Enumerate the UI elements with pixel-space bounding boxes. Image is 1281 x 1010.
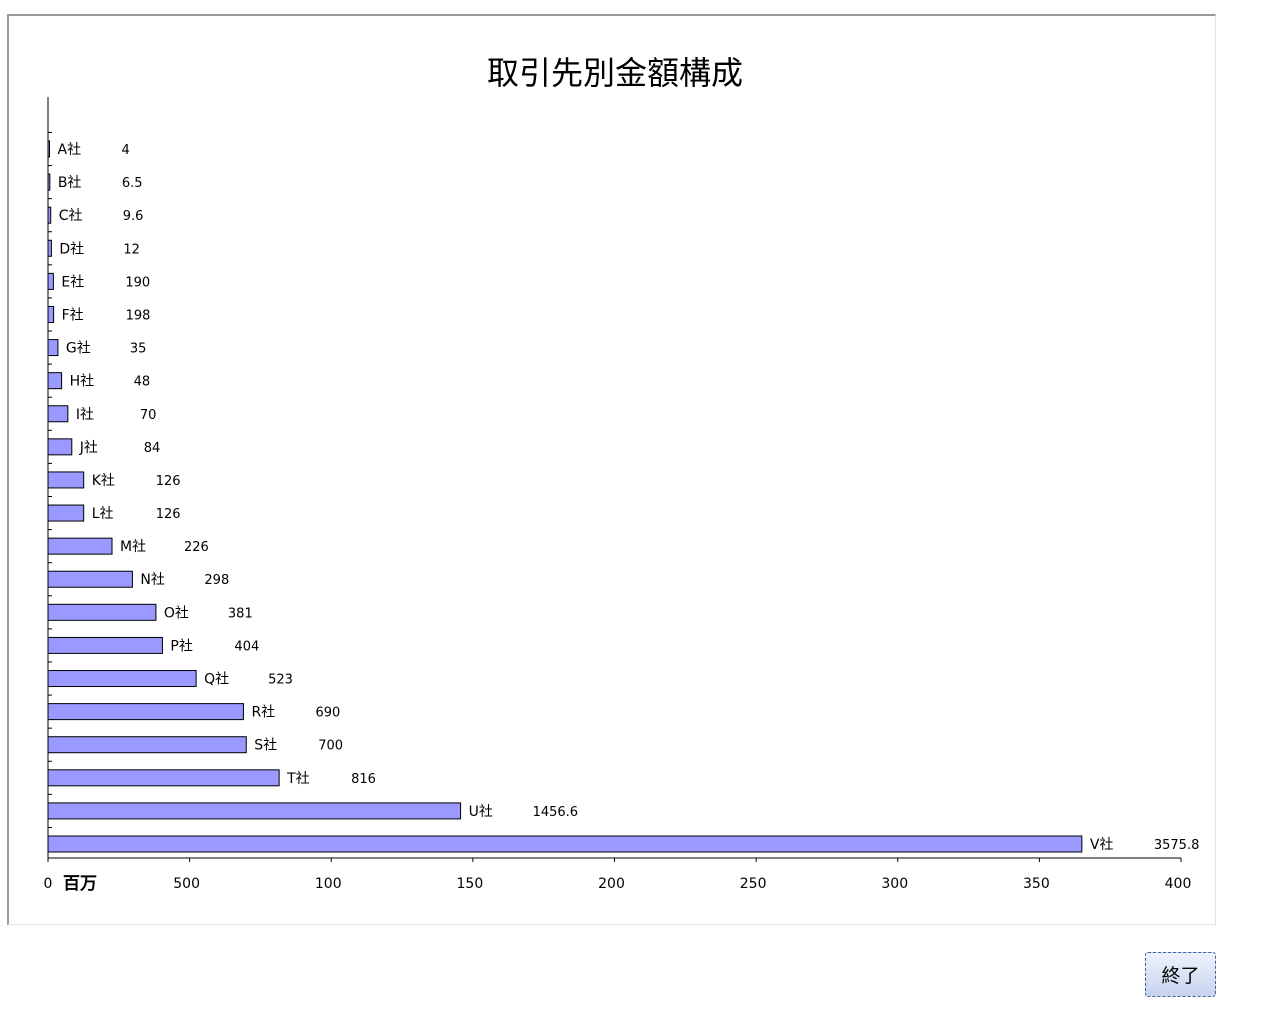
- bar: [47, 173, 51, 191]
- value-label: 404: [234, 639, 259, 654]
- value-label: 35: [130, 342, 147, 357]
- bar: [47, 239, 52, 257]
- category-label: B社: [58, 175, 82, 191]
- value-label: 226: [184, 540, 209, 555]
- bar: [47, 339, 59, 357]
- bar: [47, 769, 280, 787]
- value-label: 523: [268, 673, 293, 688]
- value-label: 3575.8: [1154, 838, 1200, 853]
- value-label: 700: [318, 739, 343, 754]
- category-label: F社: [62, 307, 84, 323]
- category-label: V社: [1090, 837, 1114, 853]
- bar: [47, 736, 247, 754]
- value-label: 126: [156, 507, 181, 522]
- value-label: 70: [140, 408, 157, 423]
- category-label: M社: [120, 539, 146, 555]
- category-label: E社: [61, 274, 84, 290]
- bar: [47, 372, 63, 390]
- category-label: O社: [164, 605, 189, 621]
- category-label: S社: [254, 738, 277, 754]
- bar: [47, 305, 55, 323]
- value-label: 12: [123, 242, 140, 257]
- value-label: 126: [156, 474, 181, 489]
- category-label: C社: [59, 208, 83, 224]
- x-tick-label: 300: [881, 876, 908, 892]
- category-label: H社: [70, 374, 95, 390]
- value-label: 198: [126, 308, 151, 323]
- bar: [47, 570, 133, 588]
- value-label: 1456.6: [533, 805, 579, 820]
- category-label: U社: [469, 804, 493, 820]
- value-label: 190: [125, 275, 150, 290]
- bar: [47, 471, 85, 489]
- category-label: A社: [58, 142, 82, 158]
- x-tick-label: 0: [44, 876, 53, 892]
- x-tick-label: 150: [457, 876, 484, 892]
- category-label: D社: [59, 241, 84, 257]
- bar: [47, 272, 54, 290]
- bar: [47, 670, 197, 688]
- bar: [47, 636, 163, 654]
- category-label: P社: [170, 638, 192, 654]
- category-label: I社: [76, 407, 94, 423]
- category-label: J社: [79, 440, 98, 456]
- category-label: N社: [140, 572, 164, 588]
- x-tick-label: 250: [740, 876, 767, 892]
- bar: [47, 504, 85, 522]
- value-label: 690: [315, 706, 340, 721]
- value-label: 6.5: [122, 176, 143, 191]
- plot-area: 0 500 100 150 200 250 300 350 400 A社 4 B社 6.5 C社 9.6 D社…: [44, 97, 1200, 892]
- value-label: 298: [204, 573, 229, 588]
- bar: [47, 438, 73, 456]
- x-tick-label: 100: [315, 876, 342, 892]
- x-tick-label: 350: [1023, 876, 1050, 892]
- value-label: 816: [351, 772, 376, 787]
- value-label: 84: [144, 441, 161, 456]
- value-label: 4: [122, 143, 130, 158]
- category-label: G社: [66, 341, 91, 357]
- bar: [47, 405, 69, 423]
- value-label: 48: [134, 375, 151, 390]
- bar: [47, 802, 462, 820]
- bar: [47, 537, 113, 555]
- bar: [47, 206, 52, 224]
- bar: [47, 140, 50, 158]
- category-label: Q社: [204, 672, 229, 688]
- category-label: T社: [286, 771, 310, 787]
- value-label: 9.6: [123, 209, 144, 224]
- bar: [47, 603, 157, 621]
- category-label: L社: [92, 506, 114, 522]
- bar: [47, 703, 244, 721]
- x-tick-label: 400: [1165, 876, 1192, 892]
- x-axis-unit-label: 百万: [63, 874, 97, 894]
- category-label: K社: [92, 473, 115, 489]
- x-tick-label: 500: [173, 876, 200, 892]
- value-label: 381: [228, 606, 253, 621]
- x-tick-label: 200: [598, 876, 625, 892]
- bar: [47, 835, 1083, 853]
- exit-button[interactable]: 終了: [1145, 952, 1216, 997]
- category-label: R社: [251, 705, 275, 721]
- chart-title: 取引先別金額構成: [487, 54, 743, 92]
